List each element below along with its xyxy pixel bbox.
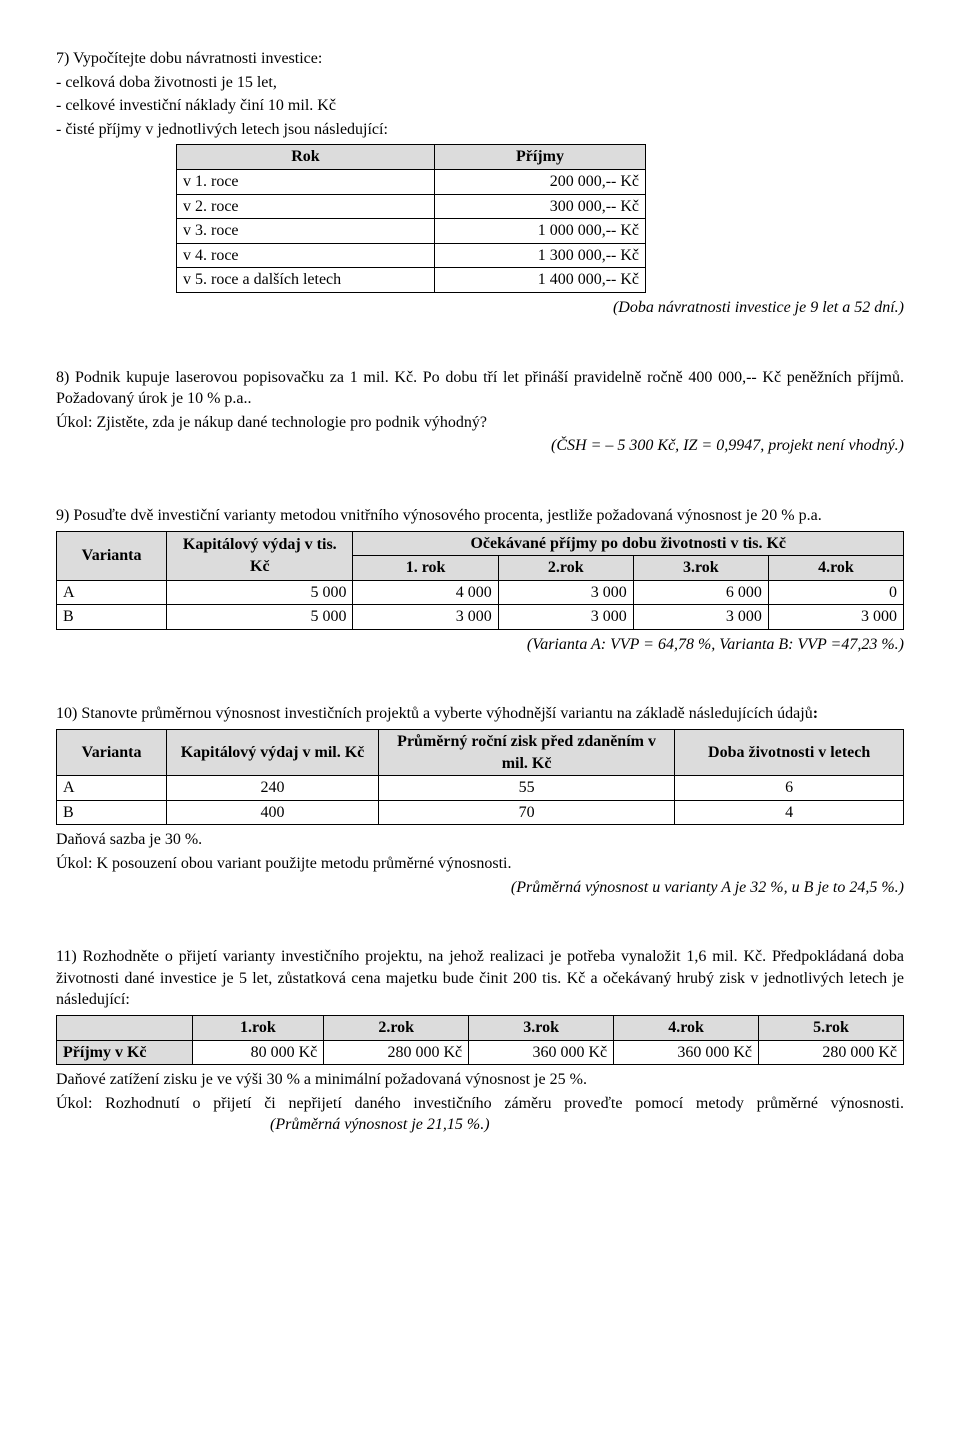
s10-line2: Daňová sazba je 30 %.	[56, 829, 904, 851]
table-cell: 280 000 Kč	[324, 1040, 469, 1065]
table-cell: 5 000	[167, 605, 353, 630]
s8-line1: 8) Podnik kupuje laserovou popisovačku z…	[56, 367, 904, 410]
s11-table: 1.rok 2.rok 3.rok 4.rok 5.rok Příjmy v K…	[56, 1015, 904, 1065]
s11-rowlabel: Příjmy v Kč	[57, 1040, 193, 1065]
s11-th-4: 4.rok	[614, 1016, 759, 1041]
table-cell: 4 000	[353, 580, 498, 605]
table-cell: 240	[167, 776, 379, 801]
s10-th-3: Doba životnosti v letech	[675, 730, 904, 776]
section-7: 7) Vypočítejte dobu návratnosti investic…	[56, 48, 904, 319]
table-cell: 360 000 Kč	[469, 1040, 614, 1065]
s7-line4: - čisté příjmy v jednotlivých letech jso…	[56, 119, 904, 141]
s10-note: (Průměrná výnosnost u varianty A je 32 %…	[56, 877, 904, 899]
s11-line2: Daňové zatížení zisku je ve výši 30 % a …	[56, 1069, 904, 1091]
table-row: A 5 000 4 000 3 000 6 000 0	[57, 580, 904, 605]
table-cell: 55	[378, 776, 674, 801]
s10-th-0: Varianta	[57, 730, 167, 776]
s8-note: (ČSH = – 5 300 Kč, IZ = 0,9947, projekt …	[56, 435, 904, 457]
table-cell: 1 000 000,-- Kč	[434, 219, 645, 244]
s10-line1: 10) Stanovte průměrnou výnosnost investi…	[56, 703, 904, 725]
table-cell: 300 000,-- Kč	[434, 194, 645, 219]
s9-th-rok3: 3.rok	[633, 556, 768, 581]
table-cell: 1 400 000,-- Kč	[434, 268, 645, 293]
table-cell: v 3. roce	[177, 219, 435, 244]
table-cell: B	[57, 605, 167, 630]
s10-th-1: Kapitálový výdaj v mil. Kč	[167, 730, 379, 776]
section-10: 10) Stanovte průměrnou výnosnost investi…	[56, 703, 904, 898]
s8-line2: Úkol: Zjistěte, zda je nákup dané techno…	[56, 412, 904, 434]
s11-th-0	[57, 1016, 193, 1041]
table-row: B 5 000 3 000 3 000 3 000 3 000	[57, 605, 904, 630]
s11-th-5: 5.rok	[759, 1016, 904, 1041]
s9-th-rok1: 1. rok	[353, 556, 498, 581]
s9-line1: 9) Posuďte dvě investiční varianty metod…	[56, 505, 904, 527]
table-cell: v 1. roce	[177, 169, 435, 194]
s7-line2: - celková doba životnosti je 15 let,	[56, 72, 904, 94]
s11-th-1: 1.rok	[192, 1016, 324, 1041]
table-cell: 80 000 Kč	[192, 1040, 324, 1065]
table-row: Příjmy v Kč 80 000 Kč 280 000 Kč 360 000…	[57, 1040, 904, 1065]
table-row: A 240 55 6	[57, 776, 904, 801]
s7-line3: - celkové investiční náklady činí 10 mil…	[56, 95, 904, 117]
table-cell: 4	[675, 800, 904, 825]
table-cell: 3 000	[353, 605, 498, 630]
s9-note: (Varianta A: VVP = 64,78 %, Varianta B: …	[56, 634, 904, 656]
section-9: 9) Posuďte dvě investiční varianty metod…	[56, 505, 904, 656]
table-cell: 6 000	[633, 580, 768, 605]
table-cell: 200 000,-- Kč	[434, 169, 645, 194]
table-cell: 0	[768, 580, 903, 605]
table-cell: 280 000 Kč	[759, 1040, 904, 1065]
s11-th-2: 2.rok	[324, 1016, 469, 1041]
table-cell: v 2. roce	[177, 194, 435, 219]
s11-th-3: 3.rok	[469, 1016, 614, 1041]
table-cell: 3 000	[498, 580, 633, 605]
s11-line3: Úkol: Rozhodnutí o přijetí či nepřijetí …	[56, 1093, 904, 1136]
table-cell: 360 000 Kč	[614, 1040, 759, 1065]
s10-table: Varianta Kapitálový výdaj v mil. Kč Prům…	[56, 729, 904, 825]
s10-line3: Úkol: K posouzení obou variant použijte …	[56, 853, 904, 875]
s9-th-kapitalovy: Kapitálový výdaj v tis. Kč	[167, 531, 353, 580]
s9-table: Varianta Kapitálový výdaj v tis. Kč Oček…	[56, 531, 904, 630]
section-8: 8) Podnik kupuje laserovou popisovačku z…	[56, 367, 904, 457]
s10-th-2: Průměrný roční zisk před zdaněním v mil.…	[378, 730, 674, 776]
table-cell: 6	[675, 776, 904, 801]
s7-table: Rok Příjmy v 1. roce200 000,-- Kč v 2. r…	[176, 144, 646, 293]
table-cell: 3 000	[633, 605, 768, 630]
table-cell: 70	[378, 800, 674, 825]
table-cell: A	[57, 580, 167, 605]
section-11: 11) Rozhodněte o přijetí varianty invest…	[56, 946, 904, 1136]
s9-th-varianta: Varianta	[57, 531, 167, 580]
table-cell: v 4. roce	[177, 243, 435, 268]
table-cell: 5 000	[167, 580, 353, 605]
table-cell: 3 000	[768, 605, 903, 630]
s7-line1: 7) Vypočítejte dobu návratnosti investic…	[56, 48, 904, 70]
table-cell: 1 300 000,-- Kč	[434, 243, 645, 268]
s7-th-rok: Rok	[177, 145, 435, 170]
table-cell: v 5. roce a dalších letech	[177, 268, 435, 293]
s7-th-prijmy: Příjmy	[434, 145, 645, 170]
table-cell: 400	[167, 800, 379, 825]
s9-th-ocekavane: Očekávané příjmy po dobu životnosti v ti…	[353, 531, 904, 556]
table-cell: A	[57, 776, 167, 801]
s11-line1: 11) Rozhodněte o přijetí varianty invest…	[56, 946, 904, 1011]
table-cell: 3 000	[498, 605, 633, 630]
s7-note: (Doba návratnosti investice je 9 let a 5…	[56, 297, 904, 319]
s9-th-rok4: 4.rok	[768, 556, 903, 581]
s9-th-rok2: 2.rok	[498, 556, 633, 581]
table-cell: B	[57, 800, 167, 825]
table-row: B 400 70 4	[57, 800, 904, 825]
